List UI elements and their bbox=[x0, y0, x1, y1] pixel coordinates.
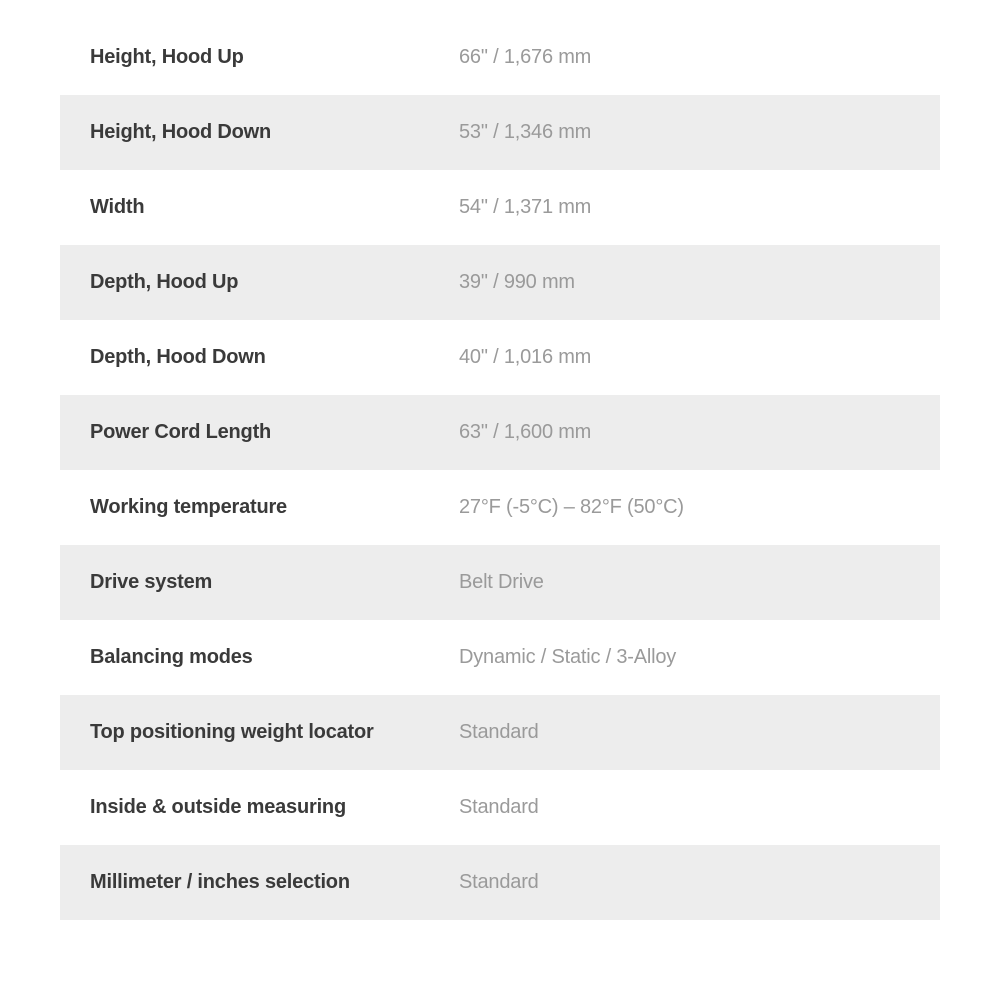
table-row: Depth, Hood Up39" / 990 mm bbox=[60, 245, 940, 320]
spec-value: 39" / 990 mm bbox=[459, 271, 910, 294]
spec-value: 66" / 1,676 mm bbox=[459, 46, 910, 69]
spec-label: Height, Hood Up bbox=[90, 46, 459, 69]
table-row: Depth, Hood Down40" / 1,016 mm bbox=[60, 320, 940, 395]
spec-label: Depth, Hood Up bbox=[90, 271, 459, 294]
table-row: Working temperature27°F (-5°C) – 82°F (5… bbox=[60, 470, 940, 545]
spec-label: Inside & outside measuring bbox=[90, 796, 459, 819]
spec-label: Width bbox=[90, 196, 459, 219]
table-row: Drive systemBelt Drive bbox=[60, 545, 940, 620]
spec-table: Height, Hood Up66" / 1,676 mmHeight, Hoo… bbox=[60, 20, 940, 920]
spec-value: Dynamic / Static / 3-Alloy bbox=[459, 646, 910, 669]
spec-label: Balancing modes bbox=[90, 646, 459, 669]
spec-label: Depth, Hood Down bbox=[90, 346, 459, 369]
spec-label: Millimeter / inches selection bbox=[90, 871, 459, 894]
spec-value: Belt Drive bbox=[459, 571, 910, 594]
table-row: Inside & outside measuringStandard bbox=[60, 770, 940, 845]
spec-label: Top positioning weight locator bbox=[90, 721, 459, 744]
spec-value: 40" / 1,016 mm bbox=[459, 346, 910, 369]
spec-value: Standard bbox=[459, 796, 910, 819]
table-row: Top positioning weight locatorStandard bbox=[60, 695, 940, 770]
table-row: Power Cord Length63" / 1,600 mm bbox=[60, 395, 940, 470]
spec-value: 63" / 1,600 mm bbox=[459, 421, 910, 444]
table-row: Height, Hood Down53" / 1,346 mm bbox=[60, 95, 940, 170]
spec-value: 27°F (-5°C) – 82°F (50°C) bbox=[459, 496, 910, 519]
spec-value: 53" / 1,346 mm bbox=[459, 121, 910, 144]
spec-label: Power Cord Length bbox=[90, 421, 459, 444]
spec-value: 54" / 1,371 mm bbox=[459, 196, 910, 219]
spec-label: Working temperature bbox=[90, 496, 459, 519]
table-row: Balancing modesDynamic / Static / 3-Allo… bbox=[60, 620, 940, 695]
spec-value: Standard bbox=[459, 871, 910, 894]
spec-label: Drive system bbox=[90, 571, 459, 594]
table-row: Height, Hood Up66" / 1,676 mm bbox=[60, 20, 940, 95]
table-row: Width54" / 1,371 mm bbox=[60, 170, 940, 245]
table-row: Millimeter / inches selectionStandard bbox=[60, 845, 940, 920]
spec-label: Height, Hood Down bbox=[90, 121, 459, 144]
spec-value: Standard bbox=[459, 721, 910, 744]
